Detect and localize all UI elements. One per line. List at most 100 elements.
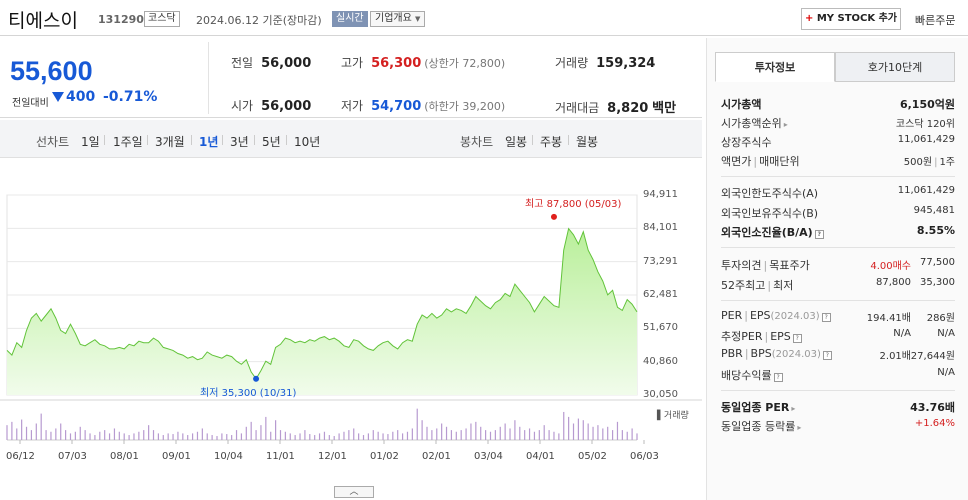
stock-name: 티에스이 bbox=[8, 10, 78, 32]
collapse-button[interactable]: ︿ bbox=[334, 486, 374, 498]
per-label: PER bbox=[721, 309, 743, 322]
prev-close-value: 56,000 bbox=[261, 56, 312, 71]
pbr-label: PBR bbox=[721, 347, 743, 360]
amount-label: 거래대금 bbox=[555, 101, 600, 115]
tab-3m[interactable]: 3개월 bbox=[155, 135, 185, 149]
tab-1w[interactable]: 1주일 bbox=[113, 135, 143, 149]
est-per-row: 추정PER | EPS? N/A N/A bbox=[721, 326, 955, 344]
company-overview-dropdown[interactable]: 기업개요 ▼ bbox=[370, 11, 426, 27]
investment-info-panel: 투자정보 호가10단계 시가총액 6,150억원 시가총액순위 ▸ 코스닥 120위 … bbox=[706, 38, 968, 500]
market-cap-label: 시가총액 bbox=[721, 98, 762, 111]
w52-high-label: 52주최고 bbox=[721, 279, 766, 292]
foreign-limit-label: 외국인한도주식수(A) bbox=[721, 187, 819, 200]
volume-label: 거래량 bbox=[555, 56, 589, 70]
high-marker bbox=[550, 213, 557, 220]
chevron-up-icon: ︿ bbox=[349, 487, 359, 497]
w52-row: 52주최고 | 최저 87,800 35,300 bbox=[721, 275, 955, 293]
y-tick-label: 51,670 bbox=[643, 322, 678, 334]
amount-unit: 백만 bbox=[652, 101, 677, 116]
stock-header: 티에스이 131290 코스닥 2024.06.12 기준(장마감) 실시간 기… bbox=[0, 0, 968, 36]
tab-weekly[interactable]: 주봉 bbox=[540, 135, 563, 149]
divider bbox=[721, 247, 955, 248]
divider bbox=[532, 135, 533, 145]
w52-low-value: 35,300 bbox=[920, 277, 955, 288]
tab-5y[interactable]: 5년 bbox=[262, 135, 281, 149]
tab-1d[interactable]: 1일 bbox=[81, 135, 100, 149]
industry-change-link[interactable]: 동일업종 등락률 ▸ bbox=[721, 418, 801, 434]
x-tick-label: 07/03 bbox=[58, 451, 87, 462]
y-tick-label: 62,481 bbox=[643, 288, 678, 300]
help-icon[interactable]: ? bbox=[821, 313, 831, 322]
help-icon[interactable]: ? bbox=[773, 373, 783, 382]
x-tick-label: 08/01 bbox=[110, 451, 139, 462]
amount-value: 8,820 bbox=[607, 101, 649, 116]
par-value-group: 500원 | 1주 bbox=[904, 153, 955, 168]
market-cap-row: 시가총액 6,150억원 bbox=[721, 94, 955, 112]
add-mystock-button[interactable]: + MY STOCK 추가 bbox=[801, 8, 901, 30]
help-icon[interactable]: ? bbox=[814, 230, 824, 239]
reference-date: 2024.06.12 기준(장마감) bbox=[196, 14, 322, 27]
foreign-rate-value: 8.55% bbox=[916, 224, 955, 237]
dividend-row: 배당수익률? N/A bbox=[721, 365, 955, 383]
foreign-hold-label: 외국인보유주식수(B) bbox=[721, 207, 819, 220]
market-badge: 코스닥 bbox=[144, 11, 180, 27]
separator: | bbox=[764, 330, 769, 343]
price-area bbox=[7, 228, 637, 395]
x-tick-label: 02/01 bbox=[422, 451, 451, 462]
chevron-down-icon: ▼ bbox=[415, 15, 421, 23]
foreign-hold-value: 945,481 bbox=[913, 205, 955, 216]
y-tick-label: 30,050 bbox=[643, 389, 678, 400]
help-icon[interactable]: ? bbox=[792, 334, 802, 343]
y-tick-label: 73,291 bbox=[643, 255, 678, 267]
foreign-rate-label-group: 외국인소진율(B/A)? bbox=[721, 224, 824, 240]
shares-label: 상장주식수 bbox=[721, 136, 772, 149]
bps-label: BPS bbox=[750, 347, 772, 360]
tab-hoga-10[interactable]: 호가10단계 bbox=[835, 52, 955, 82]
x-tick-label: 11/01 bbox=[266, 451, 295, 462]
tab-monthly[interactable]: 월봉 bbox=[576, 135, 599, 149]
opinion-label-group: 투자의견 | 목표주가 bbox=[721, 257, 810, 273]
divider bbox=[222, 135, 223, 145]
unit-value: 1주 bbox=[939, 157, 955, 168]
line-chart-label: 선차트 bbox=[36, 135, 70, 149]
help-icon[interactable]: ? bbox=[822, 351, 832, 360]
tab-10y[interactable]: 10년 bbox=[294, 135, 321, 149]
tab-investment-info[interactable]: 투자정보 bbox=[715, 52, 835, 82]
est-per-label: 추정PER bbox=[721, 330, 763, 343]
x-tick-label: 01/02 bbox=[370, 451, 399, 462]
open-label: 시가 bbox=[231, 99, 254, 113]
industry-per-value: 43.76배 bbox=[910, 401, 955, 414]
shares-row: 상장주식수 11,061,429 bbox=[721, 132, 955, 150]
divider bbox=[104, 135, 105, 145]
foreign-rate-row: 외국인소진율(B/A)? 8.55% bbox=[721, 222, 955, 240]
x-tick-label: 03/04 bbox=[474, 451, 503, 462]
price-summary: 55,600 전일대비 400 -0.71% 전일 56,000 고가 56,300… bbox=[0, 38, 702, 118]
company-overview-label: 기업개요 bbox=[375, 13, 412, 24]
est-per-value: N/A bbox=[893, 328, 911, 339]
volume-legend: ▌거래량 bbox=[657, 411, 689, 421]
par-value: 500원 bbox=[903, 157, 933, 168]
tab-1y[interactable]: 1년 bbox=[199, 135, 219, 149]
divider bbox=[721, 390, 955, 391]
opinion-row: 투자의견 | 목표주가 4.00매수 77,500 bbox=[721, 255, 955, 273]
cap-rank-value: 코스닥 120위 bbox=[895, 119, 955, 130]
quick-order-link[interactable]: 빠른주문 bbox=[915, 14, 956, 27]
dividend-value: N/A bbox=[937, 367, 955, 378]
divider bbox=[208, 42, 209, 114]
tab-daily[interactable]: 일봉 bbox=[505, 135, 528, 149]
eps-period: (2024.03) bbox=[770, 311, 820, 322]
upper-limit: (상한가 72,800) bbox=[424, 57, 506, 70]
realtime-button[interactable]: 실시간 bbox=[332, 11, 368, 27]
industry-per-label: 동일업종 PER bbox=[721, 401, 790, 414]
industry-per-row: 동일업종 PER ▸ 43.76배 bbox=[721, 397, 955, 415]
open-value: 56,000 bbox=[261, 99, 312, 114]
x-tick-label: 06/03 bbox=[630, 451, 659, 462]
cap-rank-link[interactable]: 시가총액순위 ▸ bbox=[721, 115, 788, 131]
est-eps-value: N/A bbox=[937, 328, 955, 339]
cap-rank-row: 시가총액순위 ▸ 코스닥 120위 bbox=[721, 113, 955, 131]
separator: | bbox=[744, 347, 749, 360]
industry-per-link[interactable]: 동일업종 PER ▸ bbox=[721, 399, 795, 415]
bps-value: 27,644원 bbox=[910, 351, 955, 362]
x-tick-label: 10/04 bbox=[214, 451, 243, 462]
tab-3y[interactable]: 3년 bbox=[230, 135, 249, 149]
